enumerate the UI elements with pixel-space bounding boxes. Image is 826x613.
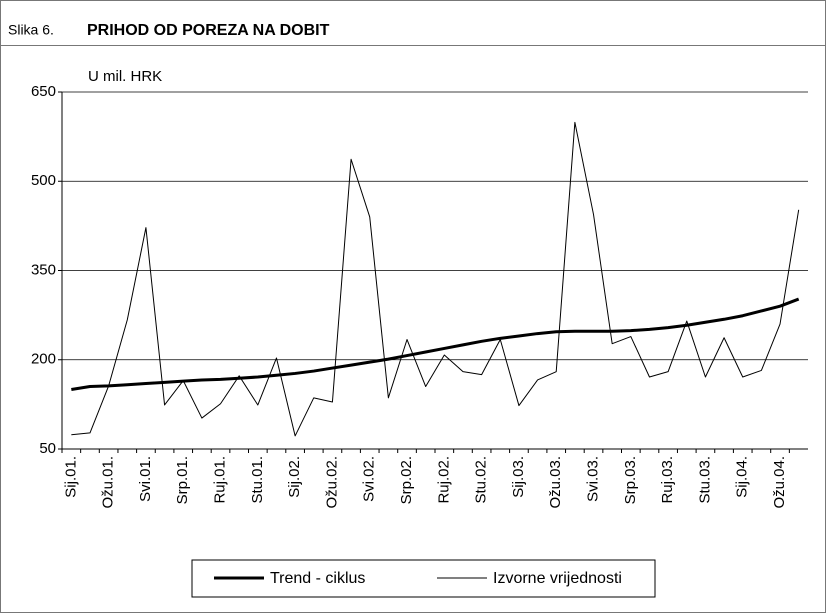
y-tick-label: 200	[31, 351, 56, 368]
x-tick-label: Sij.01.	[62, 456, 79, 498]
legend-label: Izvorne vrijednosti	[493, 570, 622, 587]
x-tick-label: Ožu.02.	[323, 456, 340, 509]
y-tick-label: 350	[31, 261, 56, 278]
x-tick-label: Svi.03.	[584, 456, 601, 502]
x-tick-label: Svi.02.	[361, 456, 378, 502]
data-line	[71, 297, 800, 391]
legend-label: Trend - ciklus	[270, 570, 365, 587]
x-tick-label: Sij.02.	[286, 456, 303, 498]
x-tick-label: Svi.01.	[137, 456, 154, 502]
x-tick-label: Sij.03.	[510, 456, 527, 498]
x-tick-label: Stu.03.	[696, 456, 713, 504]
y-tick-label: 650	[31, 83, 56, 100]
x-tick-label: Ožu.04.	[771, 456, 788, 509]
x-tick-label: Srp.01.	[174, 456, 191, 504]
data-line	[71, 121, 800, 437]
x-tick-label: Sij.04.	[734, 456, 751, 498]
x-tick-label: Srp.03.	[622, 456, 639, 504]
x-tick-label: Ruj.02.	[435, 456, 452, 504]
x-tick-label: Ožu.01.	[100, 456, 117, 509]
y-tick-label: 500	[31, 172, 56, 189]
chart-title: PRIHOD OD POREZA NA DOBIT	[87, 22, 330, 39]
x-tick-label: Srp.02.	[398, 456, 415, 504]
x-tick-label: Ruj.01.	[211, 456, 228, 504]
x-tick-label: Stu.01.	[249, 456, 266, 504]
x-tick-label: Ožu.03.	[547, 456, 564, 509]
x-tick-label: Stu.02.	[473, 456, 490, 504]
x-tick-label: Ruj.03.	[659, 456, 676, 504]
y-tick-label: 50	[39, 440, 56, 457]
y-axis-label: U mil. HRK	[88, 68, 162, 85]
figure-label: Slika 6.	[8, 22, 54, 38]
legend-frame	[191, 559, 656, 598]
